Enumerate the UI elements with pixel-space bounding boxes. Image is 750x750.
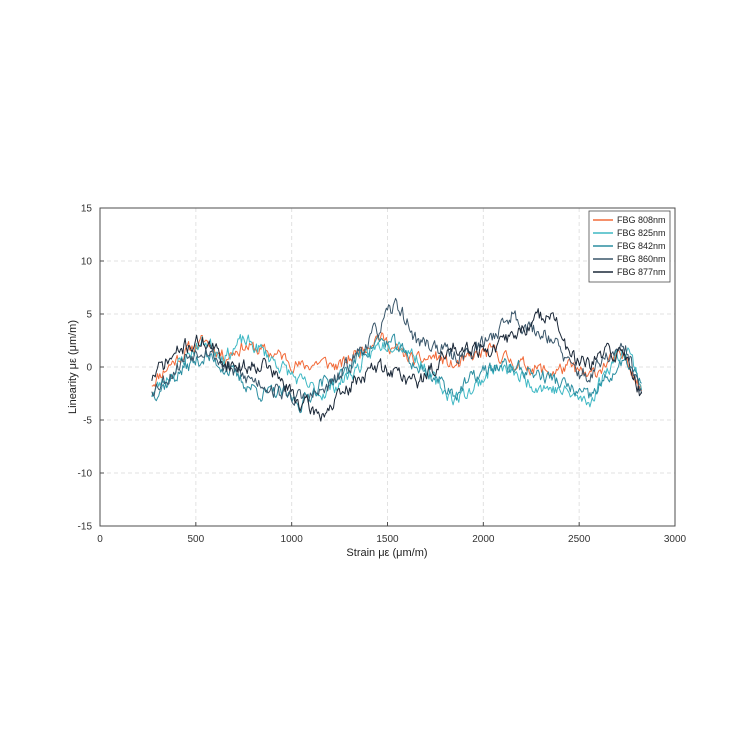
x-tick-label: 0 — [97, 534, 103, 545]
legend: FBG 808nm FBG 825nm FBG 842nm FBG 860nm FBG … — [588, 210, 671, 283]
x-tick-label: 2500 — [568, 534, 591, 545]
series-line-fbg-808nm — [151, 332, 643, 391]
legend-label: FBG 808nm — [617, 215, 666, 225]
y-axis-label: Linearity με (μm/m) — [67, 320, 79, 414]
gridlines — [100, 208, 675, 526]
legend-label: FBG 860nm — [617, 254, 666, 264]
y-tick-label: -15 — [78, 522, 93, 533]
x-axis: 0 500 1000 1500 2000 2500 3000 — [97, 522, 687, 545]
legend-label: FBG 842nm — [617, 241, 666, 251]
legend-label: FBG 877nm — [617, 267, 666, 277]
x-axis-label: Strain με (μm/m) — [346, 547, 427, 559]
y-tick-label: 15 — [81, 204, 93, 215]
x-tick-label: 1000 — [281, 534, 304, 545]
y-axis: -15 -10 -5 0 5 10 15 — [78, 204, 104, 533]
x-tick-label: 500 — [187, 534, 204, 545]
y-tick-label: -5 — [83, 416, 92, 427]
series-line-fbg-825nm — [151, 334, 643, 408]
x-tick-label: 1500 — [376, 534, 399, 545]
x-tick-label: 3000 — [664, 534, 687, 545]
x-tick-label: 2000 — [472, 534, 495, 545]
legend-label: FBG 825nm — [617, 228, 666, 238]
y-tick-label: 0 — [86, 363, 92, 374]
y-tick-label: 5 — [86, 310, 92, 321]
series-line-fbg-877nm — [151, 308, 643, 422]
y-tick-label: -10 — [78, 469, 93, 480]
series-line-fbg-842nm — [151, 333, 642, 414]
series-group — [151, 297, 643, 422]
series-line-fbg-860nm — [151, 297, 643, 406]
y-tick-label: 10 — [81, 257, 93, 268]
